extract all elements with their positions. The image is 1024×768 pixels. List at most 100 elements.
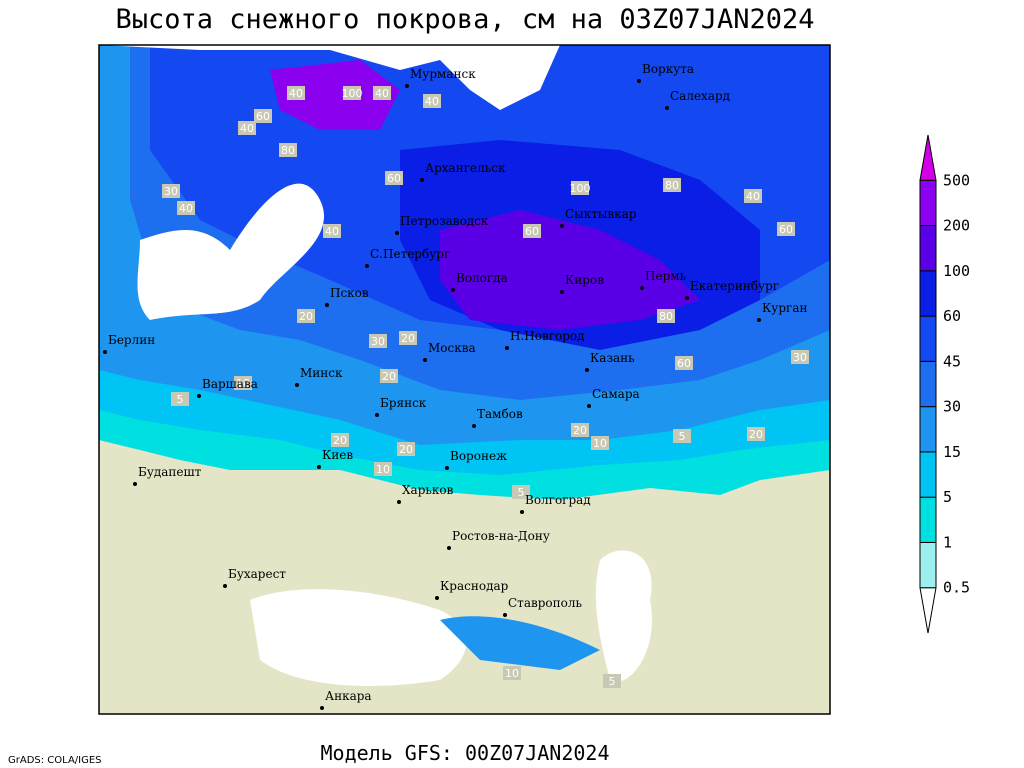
- contour-label-box: [571, 423, 589, 437]
- contour-label: 30: [371, 335, 385, 348]
- contour-label: 5: [518, 486, 525, 499]
- city-dot: [420, 178, 424, 182]
- city-label: Салехард: [670, 89, 730, 103]
- contour-label: 60: [387, 172, 401, 185]
- city-label: Пермь: [645, 269, 687, 283]
- colorbar-label: 30: [943, 398, 961, 416]
- city-dot: [637, 79, 641, 83]
- contour-label-box: [171, 392, 189, 406]
- contour-label: 40: [179, 202, 193, 215]
- contour-label: 20: [333, 434, 347, 447]
- city-label: Берлин: [108, 333, 155, 347]
- colorbar-segment: [919, 315, 937, 362]
- contour-label: 40: [746, 190, 760, 203]
- city-label: Екатеринбург: [690, 279, 779, 293]
- city-dot: [320, 706, 324, 710]
- contour-label-box: [373, 86, 391, 100]
- contour-label: 10: [376, 463, 390, 476]
- city-label: С.Петербург: [370, 247, 450, 261]
- contour-label: 30: [793, 351, 807, 364]
- city-dot: [560, 290, 564, 294]
- colorbar-segment: [919, 360, 937, 408]
- contour-label-box: [675, 356, 693, 370]
- colorbar-segment: [919, 451, 937, 498]
- contour-label-box: [380, 369, 398, 383]
- contour-label-box: [744, 189, 762, 203]
- contour-label-box: [287, 86, 305, 100]
- contour-label: 5: [177, 393, 184, 406]
- contour-label-box: [603, 674, 621, 688]
- city-dot: [757, 318, 761, 322]
- city-label: Самара: [592, 387, 640, 401]
- city-dot: [447, 546, 451, 550]
- city-label: Мурманск: [410, 67, 476, 81]
- city-label: Воронеж: [450, 449, 507, 463]
- city-label: Брянск: [380, 396, 427, 410]
- colorbar-label: 15: [943, 443, 961, 461]
- city-dot: [133, 482, 137, 486]
- colorbar-tip: [919, 587, 937, 634]
- city-label: Ставрополь: [508, 596, 582, 610]
- contour-label: 5: [609, 675, 616, 688]
- contour-label-box: [663, 178, 681, 192]
- contour-label: 60: [256, 110, 270, 123]
- city-label: Киев: [322, 448, 353, 462]
- contour-label: 60: [779, 223, 793, 236]
- colorbar-tip: [919, 134, 937, 181]
- contour-label: 80: [281, 144, 295, 157]
- city-dot: [472, 424, 476, 428]
- city-dot: [395, 231, 399, 235]
- contour-label-box: [343, 86, 361, 100]
- contour-label: 20: [401, 332, 415, 345]
- contour-label-box: [238, 121, 256, 135]
- contour-label-box: [777, 222, 795, 236]
- city-label: Краснодар: [440, 579, 509, 593]
- city-label: Вологда: [456, 271, 508, 285]
- city-dot: [685, 296, 689, 300]
- contour-label: 5: [679, 430, 686, 443]
- contour-label-box: [397, 442, 415, 456]
- model-caption: Модель GFS: 00Z07JAN2024: [321, 741, 610, 765]
- colorbar-segment: [919, 225, 937, 272]
- city-label: Бухарест: [228, 567, 286, 581]
- city-label: Казань: [590, 351, 635, 365]
- city-dot: [197, 394, 201, 398]
- contour-label-box: [234, 376, 252, 390]
- city-dot: [423, 358, 427, 362]
- city-dot: [375, 413, 379, 417]
- contour-label: 20: [399, 443, 413, 456]
- city-label: Варшава: [202, 377, 258, 391]
- colorbar-label: 0.5: [943, 579, 970, 597]
- city-label: Волгоград: [525, 493, 591, 507]
- contour-label-box: [791, 350, 809, 364]
- city-dot: [505, 346, 509, 350]
- contour-label: 40: [240, 122, 254, 135]
- city-dot: [560, 224, 564, 228]
- contour-label: 80: [659, 310, 673, 323]
- colorbar-label: 45: [943, 352, 961, 370]
- contour-label-box: [162, 184, 180, 198]
- city-dot: [295, 383, 299, 387]
- city-label: Ростов-на-Дону: [452, 529, 550, 543]
- contour-label: 40: [325, 225, 339, 238]
- contour-label: 60: [677, 357, 691, 370]
- contour-label: 40: [425, 95, 439, 108]
- contour-label: 60: [525, 225, 539, 238]
- contour-label-box: [673, 429, 691, 443]
- city-label: Будапешт: [138, 465, 202, 479]
- colorbar-label: 5: [943, 488, 952, 506]
- city-label: Курган: [762, 301, 807, 315]
- contour-label-box: [297, 309, 315, 323]
- contour-label: 30: [164, 185, 178, 198]
- colorbar-segment: [919, 406, 937, 453]
- contour-label: 40: [289, 87, 303, 100]
- contour-label-box: [369, 334, 387, 348]
- city-dot: [665, 106, 669, 110]
- contour-label: 20: [299, 310, 313, 323]
- city-label: Тамбов: [477, 407, 523, 421]
- map-frame: [98, 44, 831, 715]
- contour-label-box: [331, 433, 349, 447]
- city-label: Архангельск: [425, 161, 506, 175]
- city-dot: [451, 288, 455, 292]
